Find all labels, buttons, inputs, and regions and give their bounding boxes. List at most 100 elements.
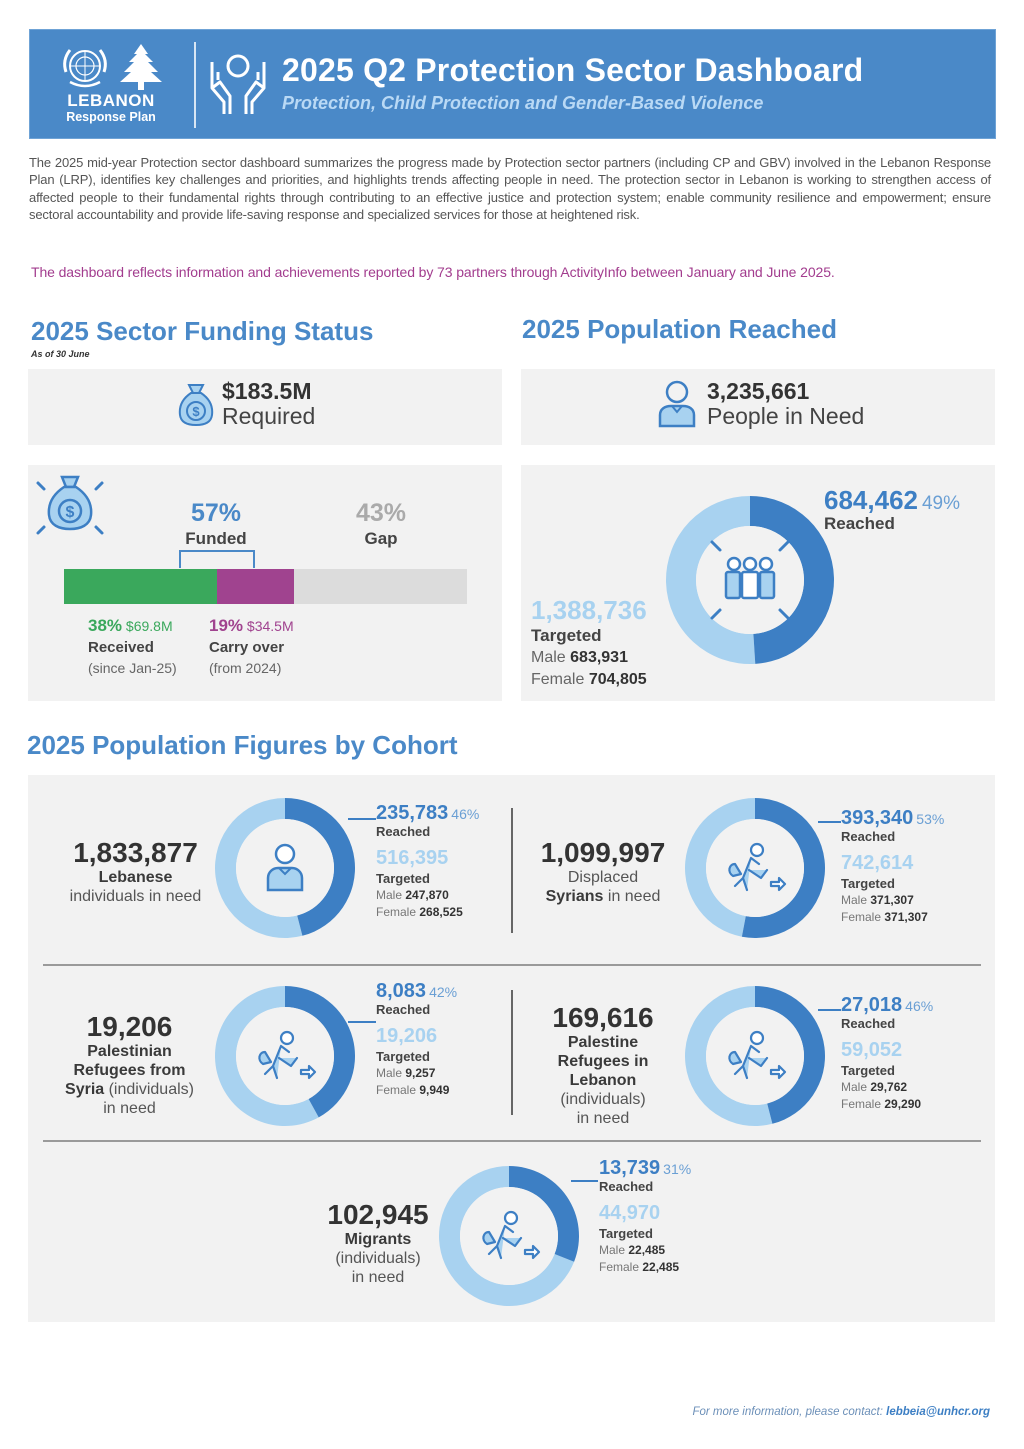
received-label: Received <box>88 639 154 656</box>
logo-text-response-plan: Response Plan <box>66 110 156 124</box>
donut-reached-segment <box>755 986 825 1124</box>
money-bag-icon: $ <box>178 384 214 427</box>
funding-section-title: 2025 Sector Funding Status <box>31 316 374 346</box>
cohort-divider-vertical <box>511 990 513 1115</box>
leader-line <box>348 818 376 820</box>
received-amount: $69.8M <box>125 618 173 634</box>
funding-required-label: Required <box>222 403 316 429</box>
leader-line <box>571 1180 598 1182</box>
leader-line <box>818 821 841 823</box>
cohort-syrians-stats: 393,340 53% Reached 742,614 Targeted Male… <box>841 807 945 924</box>
leader-line <box>348 1021 376 1023</box>
cohort-prl-need: 169,616 Palestine Refugees in Lebanon (i… <box>552 1002 654 1128</box>
donut-center <box>460 1187 558 1285</box>
targeted-female: Female 704,805 <box>531 671 647 688</box>
donut-center <box>236 1007 334 1105</box>
displaced-person-icon <box>728 1030 787 1080</box>
carryover-label: Carry over <box>209 639 285 656</box>
funded-label: Funded <box>185 529 247 548</box>
funded-bracket <box>179 550 255 568</box>
donut-targeted-segment <box>685 798 755 937</box>
carryover-percent: 19% <box>209 616 244 635</box>
cohort-divider-horizontal <box>43 964 981 966</box>
svg-text:$: $ <box>192 404 200 419</box>
gap-percent: 43% <box>355 499 407 527</box>
displaced-person-icon <box>258 1030 317 1080</box>
cohort-migrants-stats: 13,739 31% Reached 44,970 Targeted Male 2… <box>599 1157 692 1274</box>
cohort-syrians-need: 1,099,997 Displaced Syrians in need <box>540 837 666 906</box>
displaced-person-icon <box>482 1210 541 1260</box>
protecting-hands-icon <box>210 54 266 114</box>
population-reached-donut <box>666 496 835 664</box>
donut-reached-segment <box>741 798 825 938</box>
population-reached-card: 684,462 49% Reached 1,388,736 Targeted Ma… <box>521 465 995 701</box>
funding-bar-received-segment <box>64 569 218 604</box>
cohort-migrants-need: 102,945 Migrants (individuals) in need <box>327 1199 429 1287</box>
donut-targeted-segment <box>685 986 773 1126</box>
cohorts-card: 1,833,877 Lebanese individuals in need 2… <box>28 775 995 1322</box>
targeted-label: Targeted <box>531 626 602 645</box>
page-subtitle: Protection, Child Protection and Gender-… <box>282 93 764 113</box>
group-of-people-icon <box>710 540 790 620</box>
reached-number: 684,462 <box>824 485 918 515</box>
cohort-migrants-donut <box>439 1166 579 1306</box>
svg-text:$: $ <box>66 504 75 521</box>
cohort-lebanese-need: 1,833,877 Lebanese individuals in need <box>69 837 202 906</box>
carryover-legend: 19% $34.5M Carry over (from 2024) <box>209 615 294 679</box>
reached-label: Reached <box>824 514 895 533</box>
cohort-divider-horizontal <box>43 1140 981 1142</box>
funding-required-amount: $183.5M <box>222 378 312 404</box>
money-bag-icon: $ <box>36 475 104 535</box>
cohort-prl-stats: 27,018 46% Reached 59,052 Targeted Male 2… <box>841 994 934 1111</box>
cohort-prs-donut <box>215 986 355 1126</box>
partners-note: The dashboard reflects information and a… <box>31 264 835 280</box>
funding-progress-bar <box>64 569 467 604</box>
donut-center <box>706 1007 804 1105</box>
cohort-divider-vertical <box>511 808 513 933</box>
lrp-logo: LEBANON Response Plan <box>52 42 170 128</box>
received-legend: 38% $69.8M Received (since Jan-25) <box>88 615 177 679</box>
person-icon <box>658 380 696 428</box>
gap-label: Gap <box>364 529 398 548</box>
donut-center <box>706 819 804 917</box>
cohort-lebanese-stats: 235,783 46% Reached 516,395 Targeted Male… <box>376 802 480 919</box>
contact-email-link[interactable]: lebbeia@unhcr.org <box>886 1406 990 1418</box>
people-in-need-number: 3,235,661 <box>707 378 810 404</box>
cohort-prl-donut <box>685 986 825 1126</box>
un-emblem-icon <box>63 49 107 88</box>
donut-reached-segment <box>285 798 355 936</box>
funding-bar-carryover-segment <box>217 569 294 604</box>
population-section-title: 2025 Population Reached <box>522 314 837 344</box>
header-divider <box>194 42 196 128</box>
funded-percent: 57% <box>190 499 242 527</box>
displaced-person-icon <box>728 842 787 892</box>
cedar-tree-icon <box>120 44 162 90</box>
person-icon <box>266 843 304 892</box>
funding-required-card: $ $183.5M Required <box>28 369 502 445</box>
funding-as-of-date: As of 30 June <box>31 349 90 359</box>
cohorts-section-title: 2025 Population Figures by Cohort <box>27 730 458 760</box>
intro-paragraph: The 2025 mid-year Protection sector dash… <box>29 155 991 222</box>
page-title: 2025 Q2 Protection Sector Dashboard <box>282 52 864 88</box>
donut-reached-segment <box>509 1166 579 1262</box>
reached-percent: 49% <box>921 493 961 514</box>
carryover-sublabel: (from 2024) <box>209 660 282 676</box>
footer-contact: For more information, please contact: le… <box>692 1406 990 1418</box>
population-targeted-stat: 1,388,736 Targeted Male 683,931 Female 7… <box>531 595 647 691</box>
people-in-need-label: People in Need <box>707 403 865 429</box>
received-sublabel: (since Jan-25) <box>88 660 177 676</box>
carryover-amount: $34.5M <box>246 618 294 634</box>
donut-targeted-segment <box>215 986 319 1126</box>
cohort-syrians-donut <box>685 798 825 938</box>
leader-line <box>818 1009 841 1011</box>
targeted-male: Male 683,931 <box>531 649 628 666</box>
donut-reached-segment <box>750 496 835 664</box>
donut-targeted-segment <box>215 798 303 938</box>
received-percent: 38% <box>88 616 123 635</box>
donut-reached-segment <box>285 986 355 1118</box>
cohort-prs-stats: 8,083 42% Reached 19,206 Targeted Male 9,… <box>376 980 458 1097</box>
header-banner: LEBANON Response Plan 2025 Q2 Protection… <box>29 29 996 139</box>
people-in-need-card: 3,235,661 People in Need <box>521 369 995 445</box>
cohort-prs-need: 19,206 Palestinian Refugees from Syria (… <box>65 1011 194 1118</box>
